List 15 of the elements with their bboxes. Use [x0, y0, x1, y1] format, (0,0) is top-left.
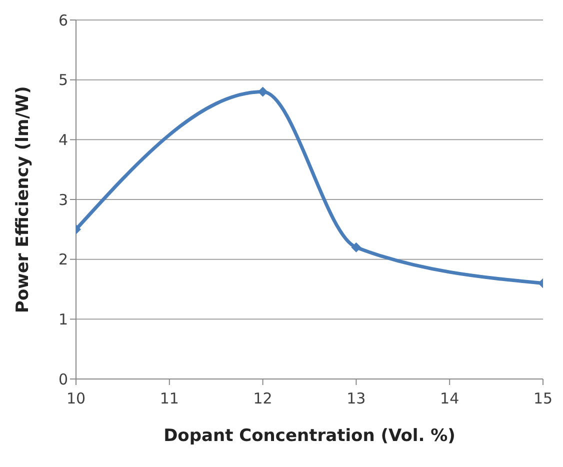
y-tick-label: 6 — [58, 11, 68, 30]
y-tick-label: 4 — [58, 130, 68, 149]
y-tick-label: 5 — [58, 71, 68, 90]
y-tick-label: 1 — [58, 310, 68, 328]
x-tick-label: 11 — [160, 390, 179, 408]
x-axis-title: Dopant Concentration (Vol. %) — [164, 426, 456, 446]
y-tick-label: 0 — [58, 370, 68, 388]
x-tick-label: 10 — [66, 390, 86, 408]
x-tick-label: 15 — [533, 390, 553, 408]
x-tick-label: 13 — [346, 390, 366, 408]
x-tick-label: 14 — [440, 390, 460, 408]
y-axis-title: Power Efficiency (lm/W) — [13, 86, 34, 313]
x-tick-label: 12 — [253, 390, 272, 408]
y-tick-label: 3 — [58, 190, 68, 209]
y-tick-label: 2 — [58, 250, 68, 269]
